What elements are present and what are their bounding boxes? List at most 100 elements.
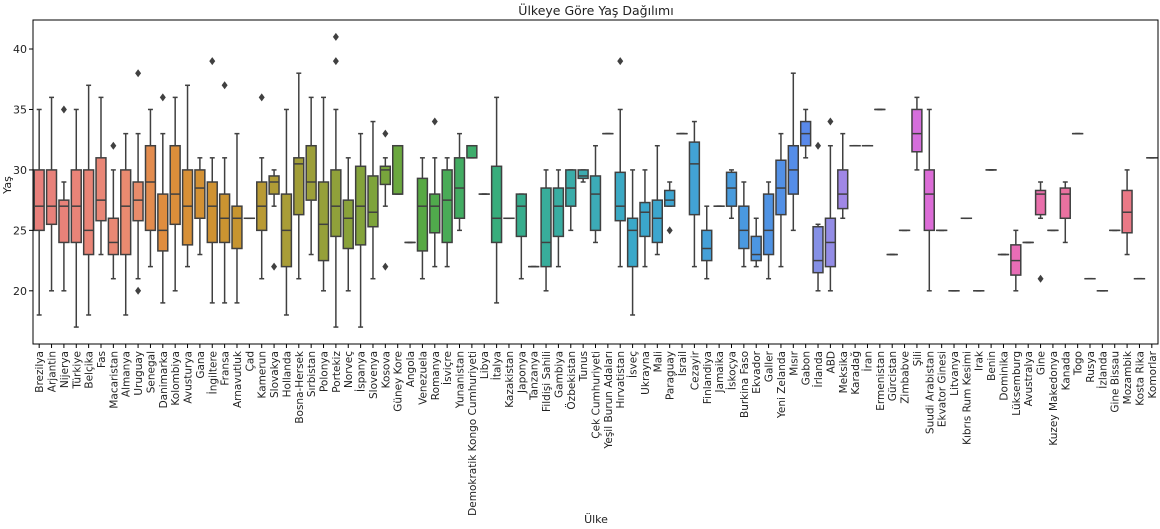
box [293, 157, 305, 216]
x-tick-label: Macaristan [108, 351, 120, 409]
x-tick-label: Kamerun [257, 351, 269, 398]
x-tick-label: Japonya [516, 351, 528, 394]
box [317, 181, 330, 262]
box [812, 225, 824, 274]
y-tick-label: 25 [13, 224, 27, 237]
x-tick-label: Kıbrıs Rum Kesimi [961, 351, 973, 445]
x-tick-label: Komorlar [1147, 350, 1159, 398]
chart-title: Ülkeye Göre Yaş Dağılımı [518, 2, 673, 18]
box [762, 193, 775, 256]
x-tick-label: Ermenistan [875, 351, 887, 411]
x-tick-label: Cezayir [689, 350, 701, 390]
box [330, 169, 342, 238]
box [342, 199, 354, 250]
outlier-marker [159, 93, 166, 102]
x-tick-label: Tanzanya [529, 351, 541, 401]
x-tick-label: Bosna-Hersek [294, 350, 306, 424]
outlier-marker [382, 262, 389, 271]
box [95, 157, 107, 222]
outlier-marker [332, 57, 339, 66]
box [33, 169, 45, 232]
x-tick-label: Avustralya [1023, 351, 1035, 406]
x-tick-label: Senegal [145, 351, 157, 393]
box [540, 187, 552, 268]
box [701, 229, 713, 262]
y-axis-label: Yaş [1, 176, 14, 195]
x-tick-label: Gabon [801, 351, 813, 385]
box [577, 169, 589, 180]
outlier-marker [1037, 274, 1044, 283]
x-tick-label: İskoçya [725, 351, 738, 390]
outlier-marker [382, 129, 389, 138]
x-tick-label: Togo [1073, 351, 1085, 376]
box [107, 217, 120, 256]
x-tick-label: Almanya [121, 351, 133, 397]
box [651, 199, 664, 244]
box [515, 193, 528, 238]
box [466, 144, 478, 159]
x-tick-label: Gambiya [553, 351, 565, 398]
x-tick-label: Hollanda [281, 351, 293, 397]
box [589, 175, 602, 232]
x-tick-label: Karadağ [850, 351, 862, 395]
x-tick-label: Libya [479, 351, 491, 379]
box [725, 171, 738, 207]
y-tick-label: 20 [13, 285, 27, 298]
x-tick-label: Kanada [1060, 351, 1072, 390]
x-tick-label: Mali [652, 351, 664, 372]
x-tick-label: Güney Kore [393, 351, 405, 412]
x-tick-label: İsrail [676, 351, 689, 376]
x-tick-label: Norveç [343, 351, 355, 388]
x-tick-label: Gine Bissau [1110, 351, 1122, 413]
x-tick-label: İtalya [491, 351, 504, 380]
x-tick-label: Gana [195, 351, 207, 379]
box [552, 187, 565, 238]
x-tick-label: Lüksemburg [1011, 351, 1023, 416]
box [911, 108, 923, 153]
x-tick-label: Paraguay [665, 351, 677, 400]
box [663, 189, 676, 207]
box [923, 169, 935, 232]
x-tick-label: Polonya [319, 351, 331, 392]
outlier-marker [135, 286, 142, 295]
x-tick-label: Şili [912, 351, 924, 366]
x-tick-label: İrlanda [812, 351, 825, 388]
x-tick-label: Mısır [788, 350, 800, 375]
x-tick-label: Fransa [220, 351, 232, 386]
outlier-marker [271, 262, 278, 271]
x-tick-label: Dominika [998, 351, 1010, 401]
x-tick-label: Ukrayna [640, 351, 652, 395]
outlier-marker [827, 117, 834, 126]
y-tick-label: 30 [13, 164, 27, 177]
y-tick-label: 35 [13, 103, 27, 116]
x-tick-label: Özbekistan [565, 351, 578, 410]
x-tick-label: Brezilya [34, 351, 46, 393]
x-tick-label: İzlanda [1096, 351, 1109, 389]
box [45, 169, 58, 226]
x-tick-label: İngiltere [206, 351, 219, 394]
box [194, 169, 206, 220]
x-tick-label: Sırbistan [306, 351, 318, 397]
x-tick-label: Çek Cumhuriyeti [591, 351, 603, 439]
x-tick-label: Yeşil Burun Adaları [603, 351, 615, 450]
box [750, 235, 762, 262]
box [614, 171, 626, 222]
outlier-marker [815, 141, 822, 150]
x-tick-label: İsveç [627, 351, 640, 378]
box [82, 169, 95, 256]
x-tick-label: İran [861, 351, 874, 372]
outlier-marker [209, 57, 216, 66]
outlier-marker [110, 141, 117, 150]
x-tick-label: Venezuela [417, 351, 429, 405]
box [157, 193, 169, 252]
x-tick-label: Yeni Zelanda [776, 351, 788, 419]
x-tick-label: Yunanistan [455, 351, 467, 409]
x-tick-label: Angola [405, 351, 417, 387]
box [490, 165, 503, 244]
x-tick-label: Ekvator Ginesi [937, 351, 949, 427]
box [688, 141, 701, 216]
outlier-marker [258, 93, 265, 102]
x-tick-label: Meksika [838, 351, 850, 393]
x-tick-label: Demokratik Kongo Cumhuriyeti [467, 351, 479, 516]
